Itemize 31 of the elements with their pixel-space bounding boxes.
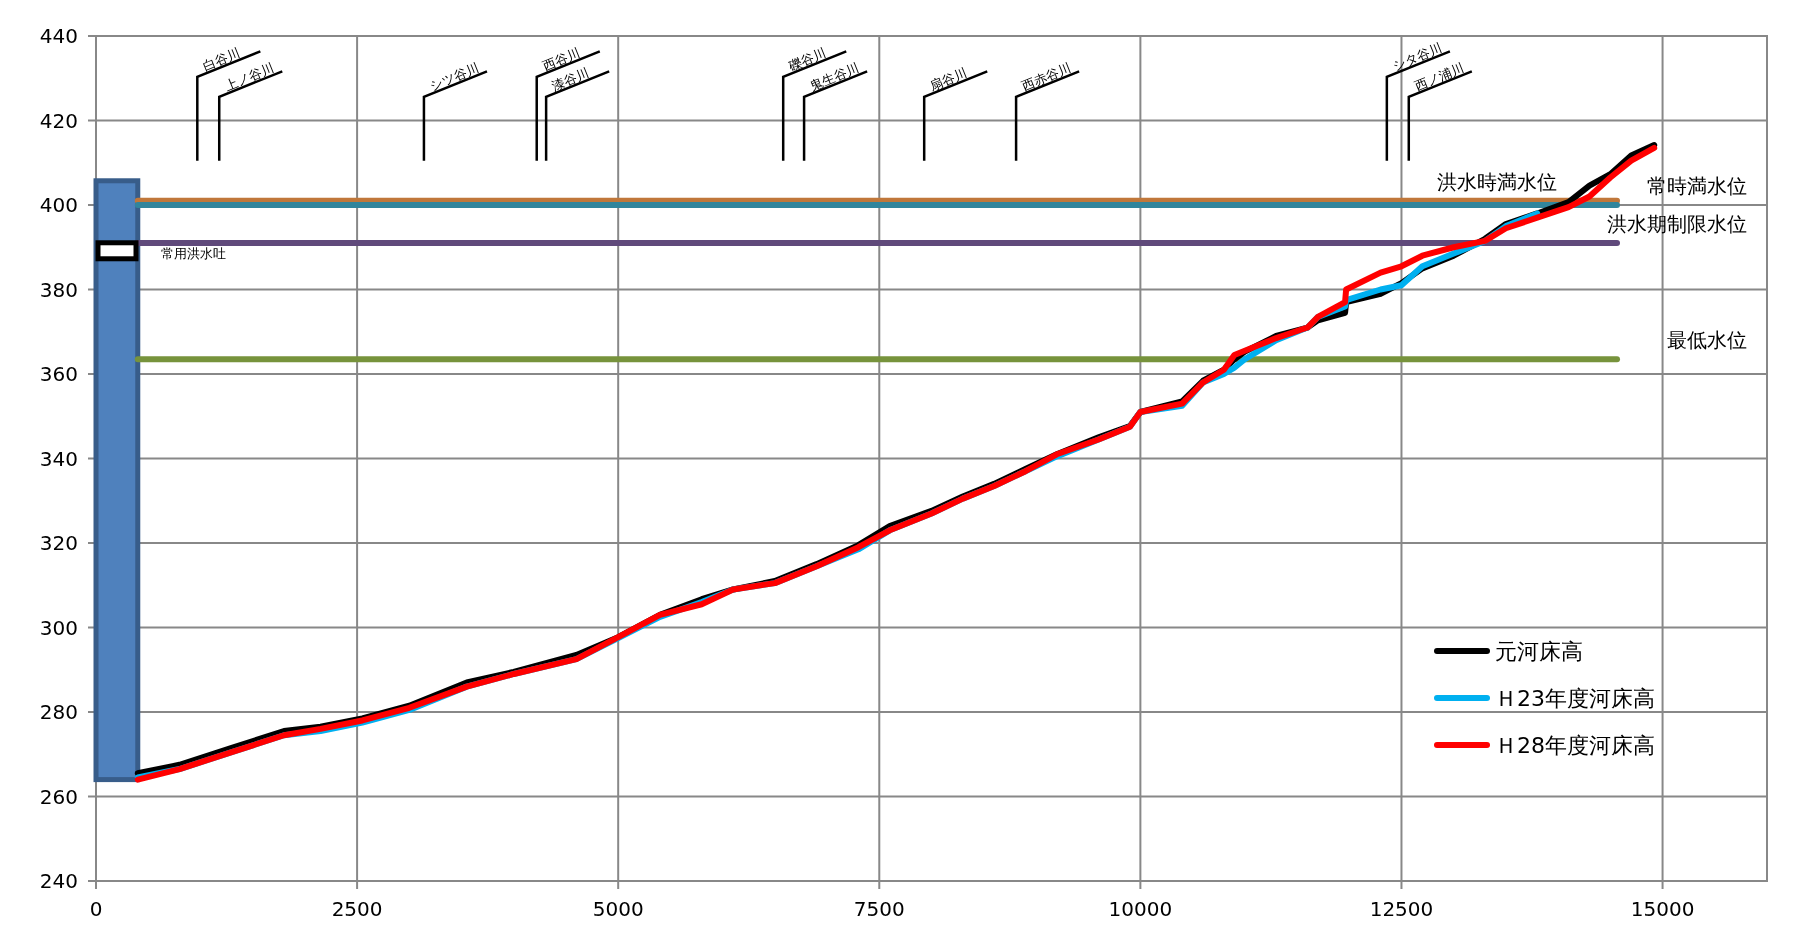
x-tick-label: 5000 (592, 897, 644, 921)
x-tick-label: 12500 (1369, 897, 1434, 921)
ref-line-label: シツ谷川 (427, 60, 482, 94)
x-tick-label: 2500 (331, 897, 383, 921)
ref-line-label: 礫谷川 (785, 45, 829, 74)
x-tick-label: 15000 (1630, 897, 1695, 921)
ref-line-label: 白谷川 (200, 45, 243, 74)
annotation: 常用洪水吐 (161, 245, 226, 261)
ref-line-label: 西赤谷川 (1019, 60, 1074, 94)
ref-line-label: 洪水期制限水位 (1607, 212, 1747, 237)
legend-label: 元河床高 (1495, 639, 1583, 664)
y-tick-label: 360 (39, 362, 78, 386)
y-tick-label: 280 (39, 700, 78, 724)
y-tick-label: 380 (39, 277, 78, 302)
y-tick-label: 320 (39, 531, 78, 555)
x-tick-label: 7500 (853, 897, 905, 921)
y-tick-label: 300 (39, 615, 78, 640)
x-tick-label: 0 (89, 897, 103, 921)
ref-line-label: 常時満水位 (1647, 174, 1747, 198)
ref-line-label: 最低水位 (1667, 328, 1747, 353)
y-tick-label: 240 (39, 869, 78, 893)
ref-line-label: 扇谷川 (927, 65, 970, 94)
y-tick-label: 260 (39, 784, 78, 809)
ref-line-label: 洪水時満水位 (1437, 169, 1557, 194)
y-tick-label: 440 (39, 24, 78, 48)
x-tick-label: 10000 (1108, 897, 1173, 921)
legend-label: Ｈ23年度河床高 (1495, 686, 1655, 711)
y-tick-label: 420 (39, 108, 78, 133)
legend-label: Ｈ28年度河床高 (1495, 733, 1655, 758)
y-tick-label: 340 (39, 446, 78, 471)
y-tick-label: 400 (39, 193, 78, 217)
